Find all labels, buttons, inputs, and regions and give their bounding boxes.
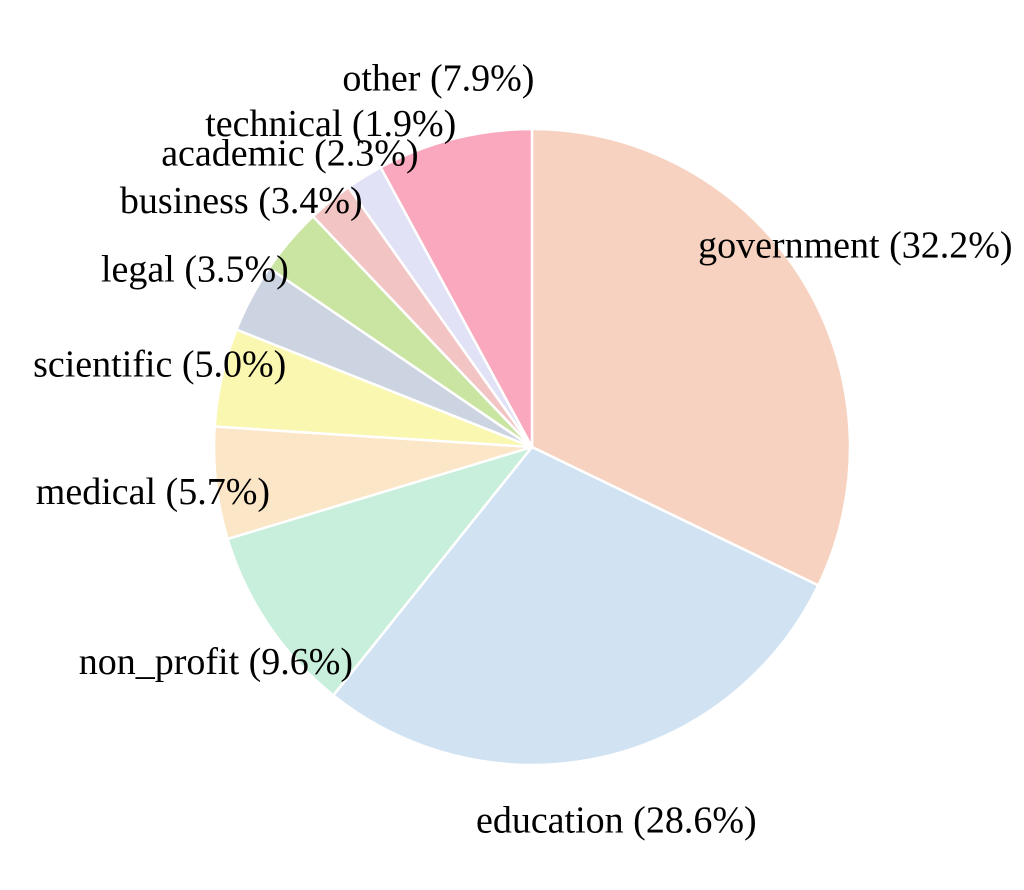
pie-label-academic: academic (2.3%) (161, 132, 418, 174)
pie-slice-education (332, 445, 820, 767)
pie-label-scientific: scientific (5.0%) (33, 344, 286, 386)
pie-slice-government (530, 127, 852, 587)
pie-label-non_profit: non_profit (9.6%) (79, 641, 353, 683)
pie-label-other: other (7.9%) (342, 57, 534, 99)
pie-label-business: business (3.4%) (120, 180, 363, 222)
pie-label-technical: technical (1.9%) (205, 103, 456, 145)
pie-label-legal: legal (3.5%) (101, 248, 289, 290)
pie-label-government: government (32.2%) (698, 225, 1012, 267)
pie-slice-non_profit (226, 445, 534, 697)
pie-slice-other (379, 127, 534, 449)
pie-label-medical: medical (5.7%) (36, 471, 270, 513)
pie-label-education: education (28.6%) (476, 800, 757, 842)
